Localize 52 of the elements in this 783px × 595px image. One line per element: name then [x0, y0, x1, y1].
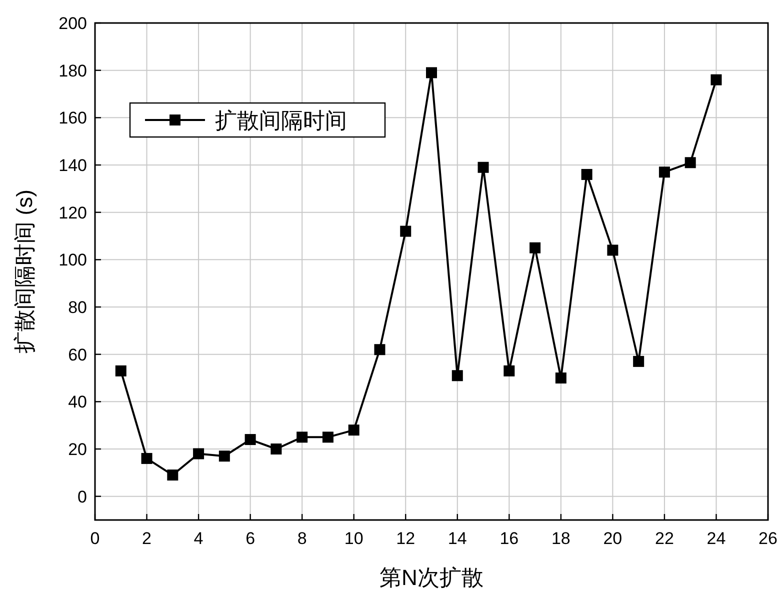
- point: [348, 424, 360, 436]
- y-tick-label: 180: [58, 61, 87, 80]
- point: [530, 242, 541, 254]
- y-tick-label: 100: [58, 250, 87, 270]
- x-axis-title: 第N次扩散: [380, 565, 484, 590]
- point: [374, 344, 386, 356]
- x-tick-label: 18: [551, 529, 570, 548]
- point: [555, 372, 566, 384]
- point: [607, 244, 618, 256]
- point: [115, 365, 126, 376]
- y-tick-label: 120: [58, 203, 87, 222]
- x-tick-label: 20: [603, 529, 622, 548]
- point: [478, 162, 489, 173]
- x-tick-label: 0: [90, 529, 100, 548]
- y-tick-label: 0: [78, 487, 87, 506]
- point: [296, 432, 308, 443]
- x-tick-label: 16: [500, 529, 519, 548]
- x-tick-label: 22: [655, 529, 674, 548]
- x-tick-label: 12: [396, 529, 416, 548]
- point: [218, 450, 230, 462]
- point: [167, 470, 178, 481]
- x-tick-label: 14: [448, 529, 467, 548]
- y-axis-title: 扩散间隔时间 (s): [12, 190, 37, 354]
- point: [244, 434, 256, 446]
- point: [504, 365, 515, 376]
- y-tick-label: 160: [58, 108, 87, 128]
- x-tick-label: 6: [246, 529, 256, 548]
- x-tick-label: 8: [297, 529, 307, 548]
- point: [193, 448, 204, 460]
- x-tick-label: 4: [194, 529, 204, 548]
- x-tick-label: 10: [344, 529, 364, 548]
- point: [684, 157, 696, 168]
- y-tick-label: 140: [58, 156, 87, 175]
- y-tick-label: 200: [58, 14, 87, 33]
- point: [658, 166, 670, 178]
- point: [270, 444, 282, 454]
- point: [400, 226, 412, 237]
- y-tick-label: 80: [68, 298, 87, 317]
- point: [426, 67, 437, 78]
- legend-label: 扩散间隔时间: [215, 108, 347, 133]
- y-tick-label: 40: [68, 392, 87, 412]
- x-tick-label: 24: [706, 529, 726, 548]
- point: [710, 74, 722, 86]
- point: [141, 452, 152, 464]
- y-tick-label: 60: [68, 345, 87, 364]
- point: [452, 370, 463, 382]
- point: [322, 432, 334, 443]
- point: [633, 356, 644, 367]
- point: [581, 168, 592, 180]
- y-tick-label: 20: [68, 440, 87, 459]
- x-tick-label: 2: [142, 529, 152, 548]
- x-tick-label: 26: [758, 529, 778, 548]
